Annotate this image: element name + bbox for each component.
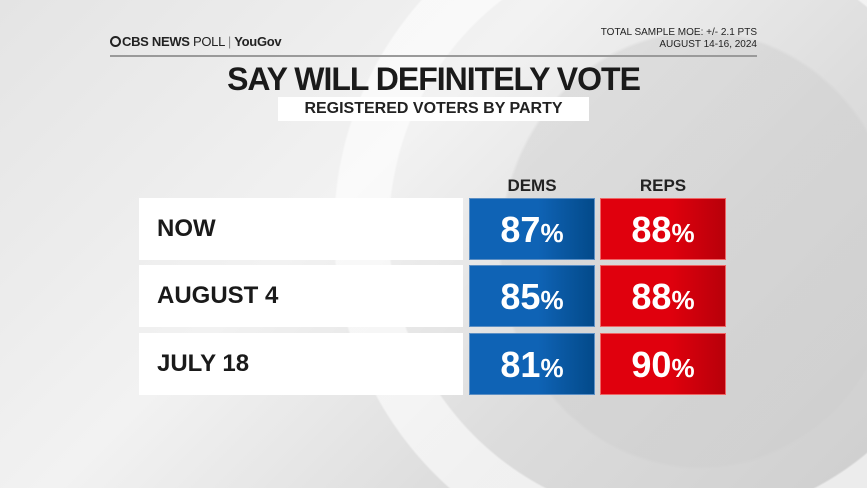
divider (110, 55, 757, 57)
percent-sign: % (671, 353, 695, 383)
column-header-reps: REPS (639, 176, 687, 195)
percent-sign: % (540, 218, 564, 248)
dems-value: 85 (500, 276, 541, 317)
row-label: JULY 18 (139, 333, 463, 395)
dems-value-cell: 87% (469, 198, 595, 260)
percent-sign: % (671, 285, 695, 315)
logo-brand: CBS NEWS (122, 34, 190, 49)
percent-sign: % (540, 285, 564, 315)
row-label: NOW (139, 198, 463, 260)
column-header-dems: DEMS (507, 176, 557, 195)
dems-value: 81 (500, 344, 541, 385)
dems-value-cell: 81% (469, 333, 595, 395)
dems-value-cell: 85% (469, 265, 595, 327)
reps-value-cell: 90% (600, 333, 726, 395)
cbs-yougov-logo: CBS NEWS POLL | YouGov (110, 34, 282, 49)
percent-sign: % (540, 353, 564, 383)
reps-value: 88 (631, 209, 672, 250)
moe-info: TOTAL SAMPLE MOE: +/- 2.1 PTS AUGUST 14-1… (601, 27, 757, 51)
poll-dates: AUGUST 14-16, 2024 (659, 39, 757, 50)
logo-poll: POLL (192, 34, 225, 49)
percent-sign: % (671, 218, 695, 248)
reps-value-cell: 88% (600, 198, 726, 260)
chart-subtitle: REGISTERED VOTERS BY PARTY (278, 97, 589, 121)
reps-value-cell: 88% (600, 265, 726, 327)
moe-text: TOTAL SAMPLE MOE: +/- 2.1 PTS (600, 27, 757, 38)
cbs-eye-icon (110, 36, 121, 47)
reps-value: 90 (631, 344, 672, 385)
dems-value: 87 (500, 209, 541, 250)
logo-partner: YouGov (234, 34, 282, 49)
row-label: AUGUST 4 (139, 265, 463, 327)
chart-title: SAY WILL DEFINITELY VOTE (227, 61, 641, 97)
reps-value: 88 (631, 276, 672, 317)
logo-separator: | (227, 34, 231, 49)
